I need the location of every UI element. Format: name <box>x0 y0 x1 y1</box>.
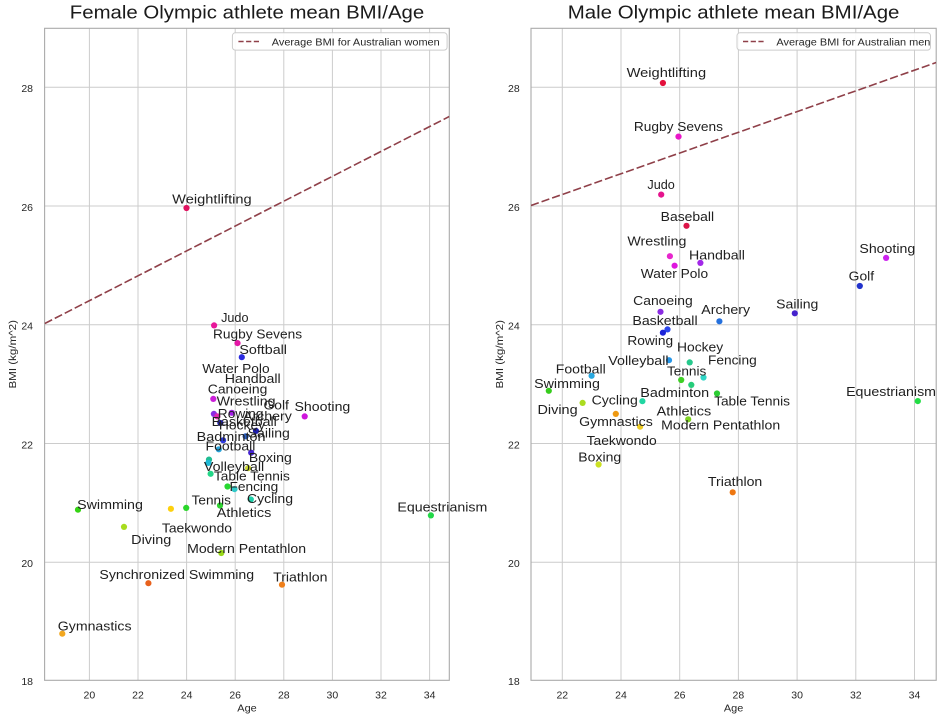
svg-text:Badminton: Badminton <box>197 430 266 444</box>
svg-text:Triathlon: Triathlon <box>708 475 762 489</box>
svg-text:Swimming: Swimming <box>77 498 143 512</box>
svg-text:20: 20 <box>84 689 96 701</box>
svg-text:Triathlon: Triathlon <box>273 571 327 585</box>
svg-text:Basketball: Basketball <box>212 415 277 429</box>
svg-text:Shooting: Shooting <box>859 242 915 256</box>
svg-text:Archery: Archery <box>701 303 751 317</box>
svg-text:Weightlifting: Weightlifting <box>172 192 252 206</box>
svg-text:22: 22 <box>132 689 144 701</box>
svg-text:26: 26 <box>21 202 33 214</box>
svg-text:24: 24 <box>508 321 520 333</box>
svg-text:Hockey: Hockey <box>677 341 724 355</box>
svg-text:Sailing: Sailing <box>776 298 818 312</box>
svg-text:Taekwondo: Taekwondo <box>587 434 657 448</box>
svg-text:Cycling: Cycling <box>592 394 638 408</box>
svg-text:Boxing: Boxing <box>578 451 621 465</box>
svg-text:Rowing: Rowing <box>218 407 264 421</box>
svg-text:20: 20 <box>508 558 520 570</box>
svg-text:Football: Football <box>206 440 256 454</box>
svg-text:Swimming: Swimming <box>534 377 600 391</box>
svg-text:Wrestling: Wrestling <box>627 235 686 249</box>
svg-text:Golf: Golf <box>849 270 875 284</box>
svg-text:Synchronized Swimming: Synchronized Swimming <box>99 568 254 582</box>
svg-text:Male Olympic athlete mean BMI/: Male Olympic athlete mean BMI/Age <box>568 3 900 23</box>
svg-text:Rugby Sevens: Rugby Sevens <box>634 120 723 134</box>
svg-text:34: 34 <box>424 689 436 701</box>
svg-text:Gymnastics: Gymnastics <box>579 415 653 429</box>
svg-text:Age: Age <box>237 704 257 715</box>
svg-text:Volleyball: Volleyball <box>204 460 264 474</box>
svg-text:Volleyball: Volleyball <box>608 354 668 368</box>
svg-text:Baseball: Baseball <box>661 210 714 224</box>
svg-text:Softball: Softball <box>239 343 287 357</box>
svg-text:Modern Pentathlon: Modern Pentathlon <box>661 419 780 433</box>
svg-text:28: 28 <box>508 83 520 95</box>
svg-text:Hockey: Hockey <box>219 419 266 433</box>
svg-text:Athletics: Athletics <box>657 405 712 419</box>
svg-text:Taekwondo: Taekwondo <box>162 521 232 535</box>
svg-text:Average BMI for Australian men: Average BMI for Australian men <box>776 37 930 48</box>
svg-text:Tennis: Tennis <box>192 493 231 507</box>
svg-text:Gymnastics: Gymnastics <box>58 620 132 634</box>
svg-text:28: 28 <box>278 689 290 701</box>
svg-text:BMI (kg/m^2): BMI (kg/m^2) <box>8 320 19 389</box>
svg-text:24: 24 <box>615 689 627 701</box>
svg-text:Table Tennis: Table Tennis <box>214 469 290 483</box>
svg-text:Basketball: Basketball <box>632 314 697 328</box>
svg-text:26: 26 <box>508 202 520 214</box>
svg-text:Judo: Judo <box>647 178 674 192</box>
svg-text:Diving: Diving <box>538 403 578 417</box>
svg-text:32: 32 <box>375 689 387 701</box>
svg-text:Handball: Handball <box>689 249 745 263</box>
svg-text:Handball: Handball <box>225 372 281 386</box>
svg-text:22: 22 <box>21 439 33 451</box>
svg-text:Weightlifting: Weightlifting <box>627 66 707 80</box>
svg-text:Wrestling: Wrestling <box>217 395 276 409</box>
svg-text:30: 30 <box>791 689 803 701</box>
svg-text:Table Tennis: Table Tennis <box>714 395 790 409</box>
svg-text:Golf: Golf <box>264 399 290 413</box>
svg-text:18: 18 <box>21 676 33 688</box>
svg-text:22: 22 <box>556 689 568 701</box>
svg-text:Equestrianism: Equestrianism <box>846 385 936 399</box>
svg-text:30: 30 <box>327 689 339 701</box>
svg-text:Rowing: Rowing <box>627 334 673 348</box>
svg-text:Female Olympic athlete mean BM: Female Olympic athlete mean BMI/Age <box>70 3 424 23</box>
svg-text:Athletics: Athletics <box>217 506 271 520</box>
svg-text:34: 34 <box>909 689 921 701</box>
svg-text:Modern Pentathlon: Modern Pentathlon <box>187 542 306 556</box>
svg-text:32: 32 <box>850 689 862 701</box>
svg-text:Age: Age <box>724 704 744 715</box>
svg-text:22: 22 <box>508 439 520 451</box>
svg-text:Sailing: Sailing <box>248 427 290 441</box>
svg-text:Badminton: Badminton <box>640 386 709 400</box>
svg-text:Average BMI for Australian wom: Average BMI for Australian women <box>272 37 440 48</box>
svg-text:24: 24 <box>21 321 33 333</box>
svg-text:Diving: Diving <box>131 533 171 547</box>
svg-text:24: 24 <box>181 689 193 701</box>
svg-text:20: 20 <box>21 558 33 570</box>
svg-text:Rugby Sevens: Rugby Sevens <box>213 327 302 341</box>
svg-text:Football: Football <box>556 362 606 376</box>
svg-text:26: 26 <box>229 689 241 701</box>
svg-text:18: 18 <box>508 676 520 688</box>
svg-text:26: 26 <box>674 689 686 701</box>
svg-text:Canoeing: Canoeing <box>208 382 267 396</box>
svg-text:Water Polo: Water Polo <box>202 362 269 376</box>
svg-text:Fencing: Fencing <box>230 480 279 494</box>
svg-text:28: 28 <box>733 689 745 701</box>
svg-text:Judo: Judo <box>221 311 248 325</box>
svg-text:Cycling: Cycling <box>247 492 293 506</box>
svg-text:BMI (kg/m^2): BMI (kg/m^2) <box>495 320 506 389</box>
svg-text:Archery: Archery <box>243 410 293 424</box>
svg-text:Water Polo: Water Polo <box>641 267 708 281</box>
svg-text:Tennis: Tennis <box>667 364 706 378</box>
svg-text:Equestrianism: Equestrianism <box>397 501 487 515</box>
svg-text:28: 28 <box>21 83 33 95</box>
svg-text:Shooting: Shooting <box>295 400 351 414</box>
svg-text:Boxing: Boxing <box>249 451 292 465</box>
svg-text:Fencing: Fencing <box>708 354 757 368</box>
svg-text:Canoeing: Canoeing <box>633 294 693 308</box>
